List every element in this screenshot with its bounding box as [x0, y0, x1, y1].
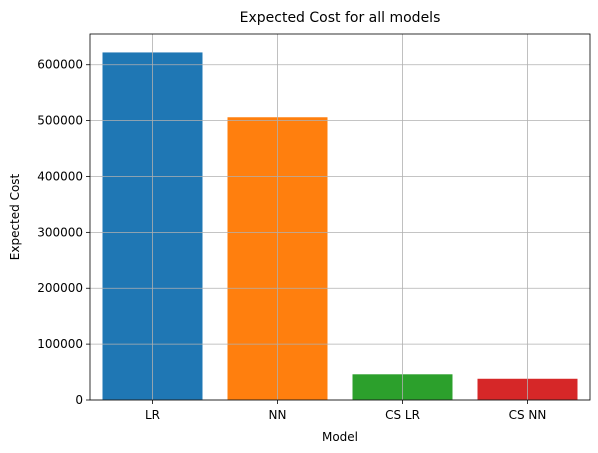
y-tick-label: 200000 [37, 281, 83, 295]
x-axis-label: Model [322, 430, 358, 444]
x-axis-ticks: LR NN CS LR CS NN [145, 400, 546, 422]
plot-frame [89, 33, 591, 401]
x-tick-label: CS LR [385, 408, 420, 422]
x-tick-label: LR [145, 408, 160, 422]
y-tick-label: 400000 [37, 169, 83, 183]
x-tick-label: CS NN [509, 408, 547, 422]
bars [102, 52, 578, 400]
y-tick-label: 600000 [37, 58, 83, 72]
y-axis-label: Expected Cost [8, 173, 22, 260]
y-tick-label: 300000 [37, 225, 83, 239]
y-tick-label: 0 [75, 393, 83, 407]
y-tick-label: 500000 [37, 114, 83, 128]
y-axis-ticks: 0 100000 200000 300000 400000 500000 600000 [37, 58, 90, 407]
chart-title: Expected Cost for all models [240, 10, 441, 26]
y-tick-label: 100000 [37, 337, 83, 351]
x-tick-label: NN [269, 408, 287, 422]
